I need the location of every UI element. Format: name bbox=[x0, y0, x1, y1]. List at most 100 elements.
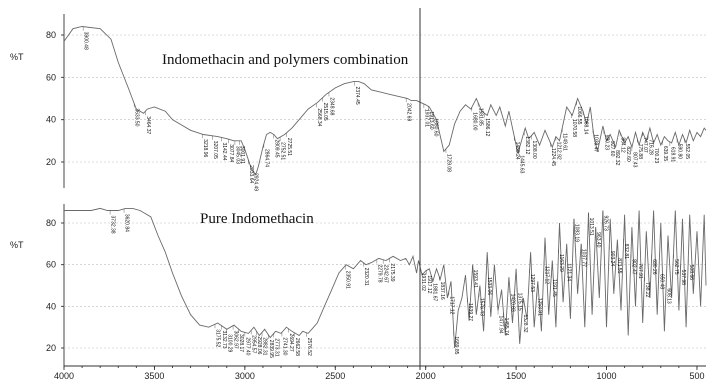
peak-label: 990.23 bbox=[603, 135, 609, 151]
peak-label: 2809.45 bbox=[273, 139, 279, 157]
peak-label: 738.22 bbox=[644, 282, 650, 298]
peak-label: 1689.85 bbox=[453, 336, 459, 354]
peak-label: 2662.58 bbox=[294, 338, 300, 356]
peak-label: 1937.01 bbox=[423, 109, 429, 127]
peak-label: 2242.67 bbox=[383, 265, 389, 283]
peak-label: 1212.92 bbox=[555, 142, 561, 160]
peak-label: 963.40 bbox=[595, 232, 601, 248]
peak-label: 927.60 bbox=[609, 141, 615, 157]
y-tick-label: 80 bbox=[46, 30, 56, 40]
y-tick-label: 40 bbox=[46, 301, 56, 311]
peak-label: 903.24 bbox=[609, 251, 615, 267]
y-tick-label: 40 bbox=[46, 115, 56, 125]
panel-indomethacin-polymers: 20 40 60 80 %T 3900.48 3633.50 3464.37 3218.96 32… bbox=[10, 14, 707, 191]
peak-label: 1717.12 bbox=[448, 296, 454, 314]
y-tick-label: 60 bbox=[46, 72, 56, 82]
peak-label: 2741.30 bbox=[281, 337, 287, 355]
peak-label: 3062.97 bbox=[233, 331, 239, 349]
peak-label: 3028.17 bbox=[238, 334, 244, 352]
peak-label: 1837.16 bbox=[439, 282, 445, 300]
peak-label: 2042.69 bbox=[406, 103, 412, 121]
peak-label: 2954.57 bbox=[251, 335, 257, 353]
peak-label: 2752.51 bbox=[280, 142, 286, 160]
peak-label: 871.55 bbox=[616, 258, 622, 274]
x-tick-label: 500 bbox=[689, 371, 704, 381]
peak-label: 1680.00 bbox=[471, 112, 477, 130]
y-tick-label: 20 bbox=[46, 157, 56, 167]
peak-label: 3045.03 bbox=[234, 146, 240, 164]
peak-label: 3900.48 bbox=[83, 32, 89, 50]
peak-label: 3001.91 bbox=[239, 146, 245, 164]
peak-label: 802.47 bbox=[630, 259, 636, 275]
peak-label: 3633.50 bbox=[134, 108, 140, 126]
peak-label: 1217.12 bbox=[544, 266, 550, 284]
peak-label: 2348.68 bbox=[328, 97, 334, 115]
peak-label: 1477.94 bbox=[498, 316, 504, 334]
peak-label: 1039.47 bbox=[592, 134, 598, 152]
peak-label: 590.80 bbox=[677, 144, 683, 160]
peak-label: 1013.51 bbox=[588, 218, 594, 236]
peak-label: 2773.31 bbox=[273, 338, 279, 356]
peak-label: 2320.31 bbox=[363, 268, 369, 286]
peak-label: 1121.34 bbox=[565, 263, 571, 281]
peak-label: 2933.64 bbox=[248, 165, 254, 183]
peak-label: 1088.14 bbox=[583, 116, 589, 134]
x-tick-label: 3000 bbox=[235, 371, 255, 381]
peak-label: 508.66 bbox=[688, 265, 694, 281]
x-tick-label: 2500 bbox=[325, 371, 345, 381]
peak-label: 2924.49 bbox=[252, 173, 258, 191]
peak-label: 537.98 bbox=[680, 270, 686, 286]
peak-label: 3100.29 bbox=[226, 334, 232, 352]
peak-label: 747.07 bbox=[642, 137, 648, 153]
peak-label: 3175.52 bbox=[215, 329, 221, 347]
peak-label: 1593.41 bbox=[472, 270, 478, 288]
peak-label: 690.26 bbox=[651, 259, 657, 275]
peak-label: 1581.85 bbox=[478, 108, 484, 126]
peak-label: 3218.96 bbox=[202, 139, 208, 157]
peak-label: 608.13 bbox=[666, 288, 672, 304]
peak-label: 2175.39 bbox=[389, 263, 395, 281]
peak-label: 1224.45 bbox=[550, 148, 556, 166]
peak-label: 2350.91 bbox=[345, 271, 351, 289]
peak-label: 1881.67 bbox=[432, 283, 438, 301]
peak-label: 2928.06 bbox=[256, 336, 262, 354]
peak-label: 3077.84 bbox=[228, 144, 234, 162]
peak-label: 3620.84 bbox=[124, 214, 130, 232]
peak-label: 1149.61 bbox=[562, 133, 568, 151]
peak-label: 1917.12 bbox=[426, 275, 432, 293]
peak-label: 1913.60 bbox=[428, 111, 434, 129]
peak-label: 832.81 bbox=[623, 244, 629, 260]
peak-label: 3142.44 bbox=[221, 142, 227, 160]
y-axis-label: %T bbox=[10, 240, 24, 250]
x-tick-label: 1500 bbox=[506, 371, 526, 381]
y-tick-label: 20 bbox=[46, 343, 56, 353]
peak-label: 2694.27 bbox=[288, 334, 294, 352]
peak-label: 767.91 bbox=[637, 263, 643, 279]
peak-label: 2882.31 bbox=[262, 337, 268, 355]
peak-label: 1533.06 bbox=[486, 277, 492, 295]
peak-label: 1576.43 bbox=[479, 298, 485, 316]
y-tick-label: 80 bbox=[46, 218, 56, 228]
peak-label: 1931.02 bbox=[420, 273, 426, 291]
panel-title: Pure Indomethacin bbox=[200, 211, 314, 227]
peak-label: 1328.32 bbox=[522, 314, 528, 332]
peak-label: 650.48 bbox=[658, 274, 664, 290]
peak-label: 639.35 bbox=[662, 146, 668, 162]
peak-label: 2576.52 bbox=[306, 338, 312, 356]
peak-label: 1191.45 bbox=[551, 279, 557, 297]
peak-label: 2374.45 bbox=[354, 87, 360, 105]
peak-label: 1163.29 bbox=[558, 254, 564, 272]
peak-label: 716.28 bbox=[648, 139, 654, 155]
y-axis-label: %T bbox=[10, 52, 24, 62]
peak-label: 822.60 bbox=[625, 146, 631, 162]
peak-label: 1455.74 bbox=[503, 318, 509, 336]
peak-label: 1420.83 bbox=[509, 294, 515, 312]
spectrum-line bbox=[64, 207, 707, 349]
peak-label: 3732.38 bbox=[110, 216, 116, 234]
peak-label: 562.75 bbox=[673, 259, 679, 275]
peak-label: 2568.34 bbox=[316, 108, 322, 126]
peak-label: 1253.91 bbox=[536, 298, 542, 316]
x-tick-label: 1000 bbox=[597, 371, 617, 381]
peak-label: 1382.12 bbox=[524, 136, 530, 154]
